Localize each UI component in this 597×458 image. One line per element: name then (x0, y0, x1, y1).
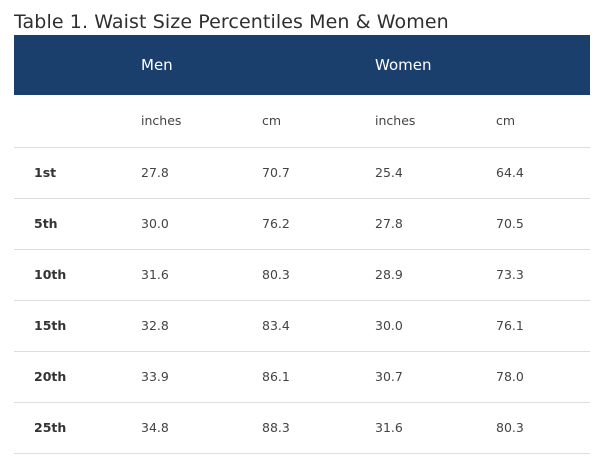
women-inches-header: inches (375, 95, 496, 148)
men-cm-cell: 80.3 (262, 249, 375, 301)
percentile-cell: 10th (14, 249, 141, 301)
women-cm-header: cm (496, 95, 591, 148)
women-inches-cell: 31.6 (375, 402, 496, 454)
men-cm-cell: 86.1 (262, 351, 375, 403)
women-inches-cell: 25.4 (375, 147, 496, 199)
women-cm-cell: 76.1 (496, 300, 591, 352)
men-inches-cell: 32.8 (141, 300, 262, 352)
men-cm-cell: 88.3 (262, 402, 375, 454)
men-inches-header: inches (141, 95, 262, 148)
men-inches-cell: 31.6 (141, 249, 262, 301)
men-group-header: Men (141, 56, 173, 74)
percentile-cell: 15th (14, 300, 141, 352)
women-cm-cell: 80.3 (496, 402, 591, 454)
percentile-cell: 1st (14, 147, 141, 199)
table-row: 10th 31.6 80.3 28.9 73.3 (14, 249, 591, 301)
women-inches-cell: 28.9 (375, 249, 496, 301)
men-inches-cell: 27.8 (141, 147, 262, 199)
men-cm-cell: 70.7 (262, 147, 375, 199)
percentile-cell: 25th (14, 402, 141, 454)
women-cm-cell: 78.0 (496, 351, 591, 403)
waist-percentile-table: Men Women inches cm inches cm 1st 27.8 7… (14, 35, 591, 454)
percentile-cell: 5th (14, 198, 141, 250)
percentile-cell: 20th (14, 351, 141, 403)
table-row: 20th 33.9 86.1 30.7 78.0 (14, 351, 591, 403)
women-cm-cell: 73.3 (496, 249, 591, 301)
unit-header-row: inches cm inches cm (14, 95, 591, 148)
men-inches-cell: 33.9 (141, 351, 262, 403)
table-row: 15th 32.8 83.4 30.0 76.1 (14, 300, 591, 352)
table-title: Table 1. Waist Size Percentiles Men & Wo… (14, 11, 449, 33)
women-cm-cell: 70.5 (496, 198, 591, 250)
women-cm-cell: 64.4 (496, 147, 591, 199)
women-group-header: Women (375, 56, 432, 74)
unit-blank-cell (14, 95, 141, 148)
men-cm-header: cm (262, 95, 375, 148)
table-row: 1st 27.8 70.7 25.4 64.4 (14, 147, 591, 199)
women-inches-cell: 27.8 (375, 198, 496, 250)
men-cm-cell: 83.4 (262, 300, 375, 352)
men-inches-cell: 34.8 (141, 402, 262, 454)
women-inches-cell: 30.0 (375, 300, 496, 352)
men-cm-cell: 76.2 (262, 198, 375, 250)
women-inches-cell: 30.7 (375, 351, 496, 403)
men-inches-cell: 30.0 (141, 198, 262, 250)
table-row: 5th 30.0 76.2 27.8 70.5 (14, 198, 591, 250)
table-row: 25th 34.8 88.3 31.6 80.3 (14, 402, 591, 454)
header-blank-cell (14, 35, 141, 95)
group-header-row: Men Women (14, 35, 591, 95)
